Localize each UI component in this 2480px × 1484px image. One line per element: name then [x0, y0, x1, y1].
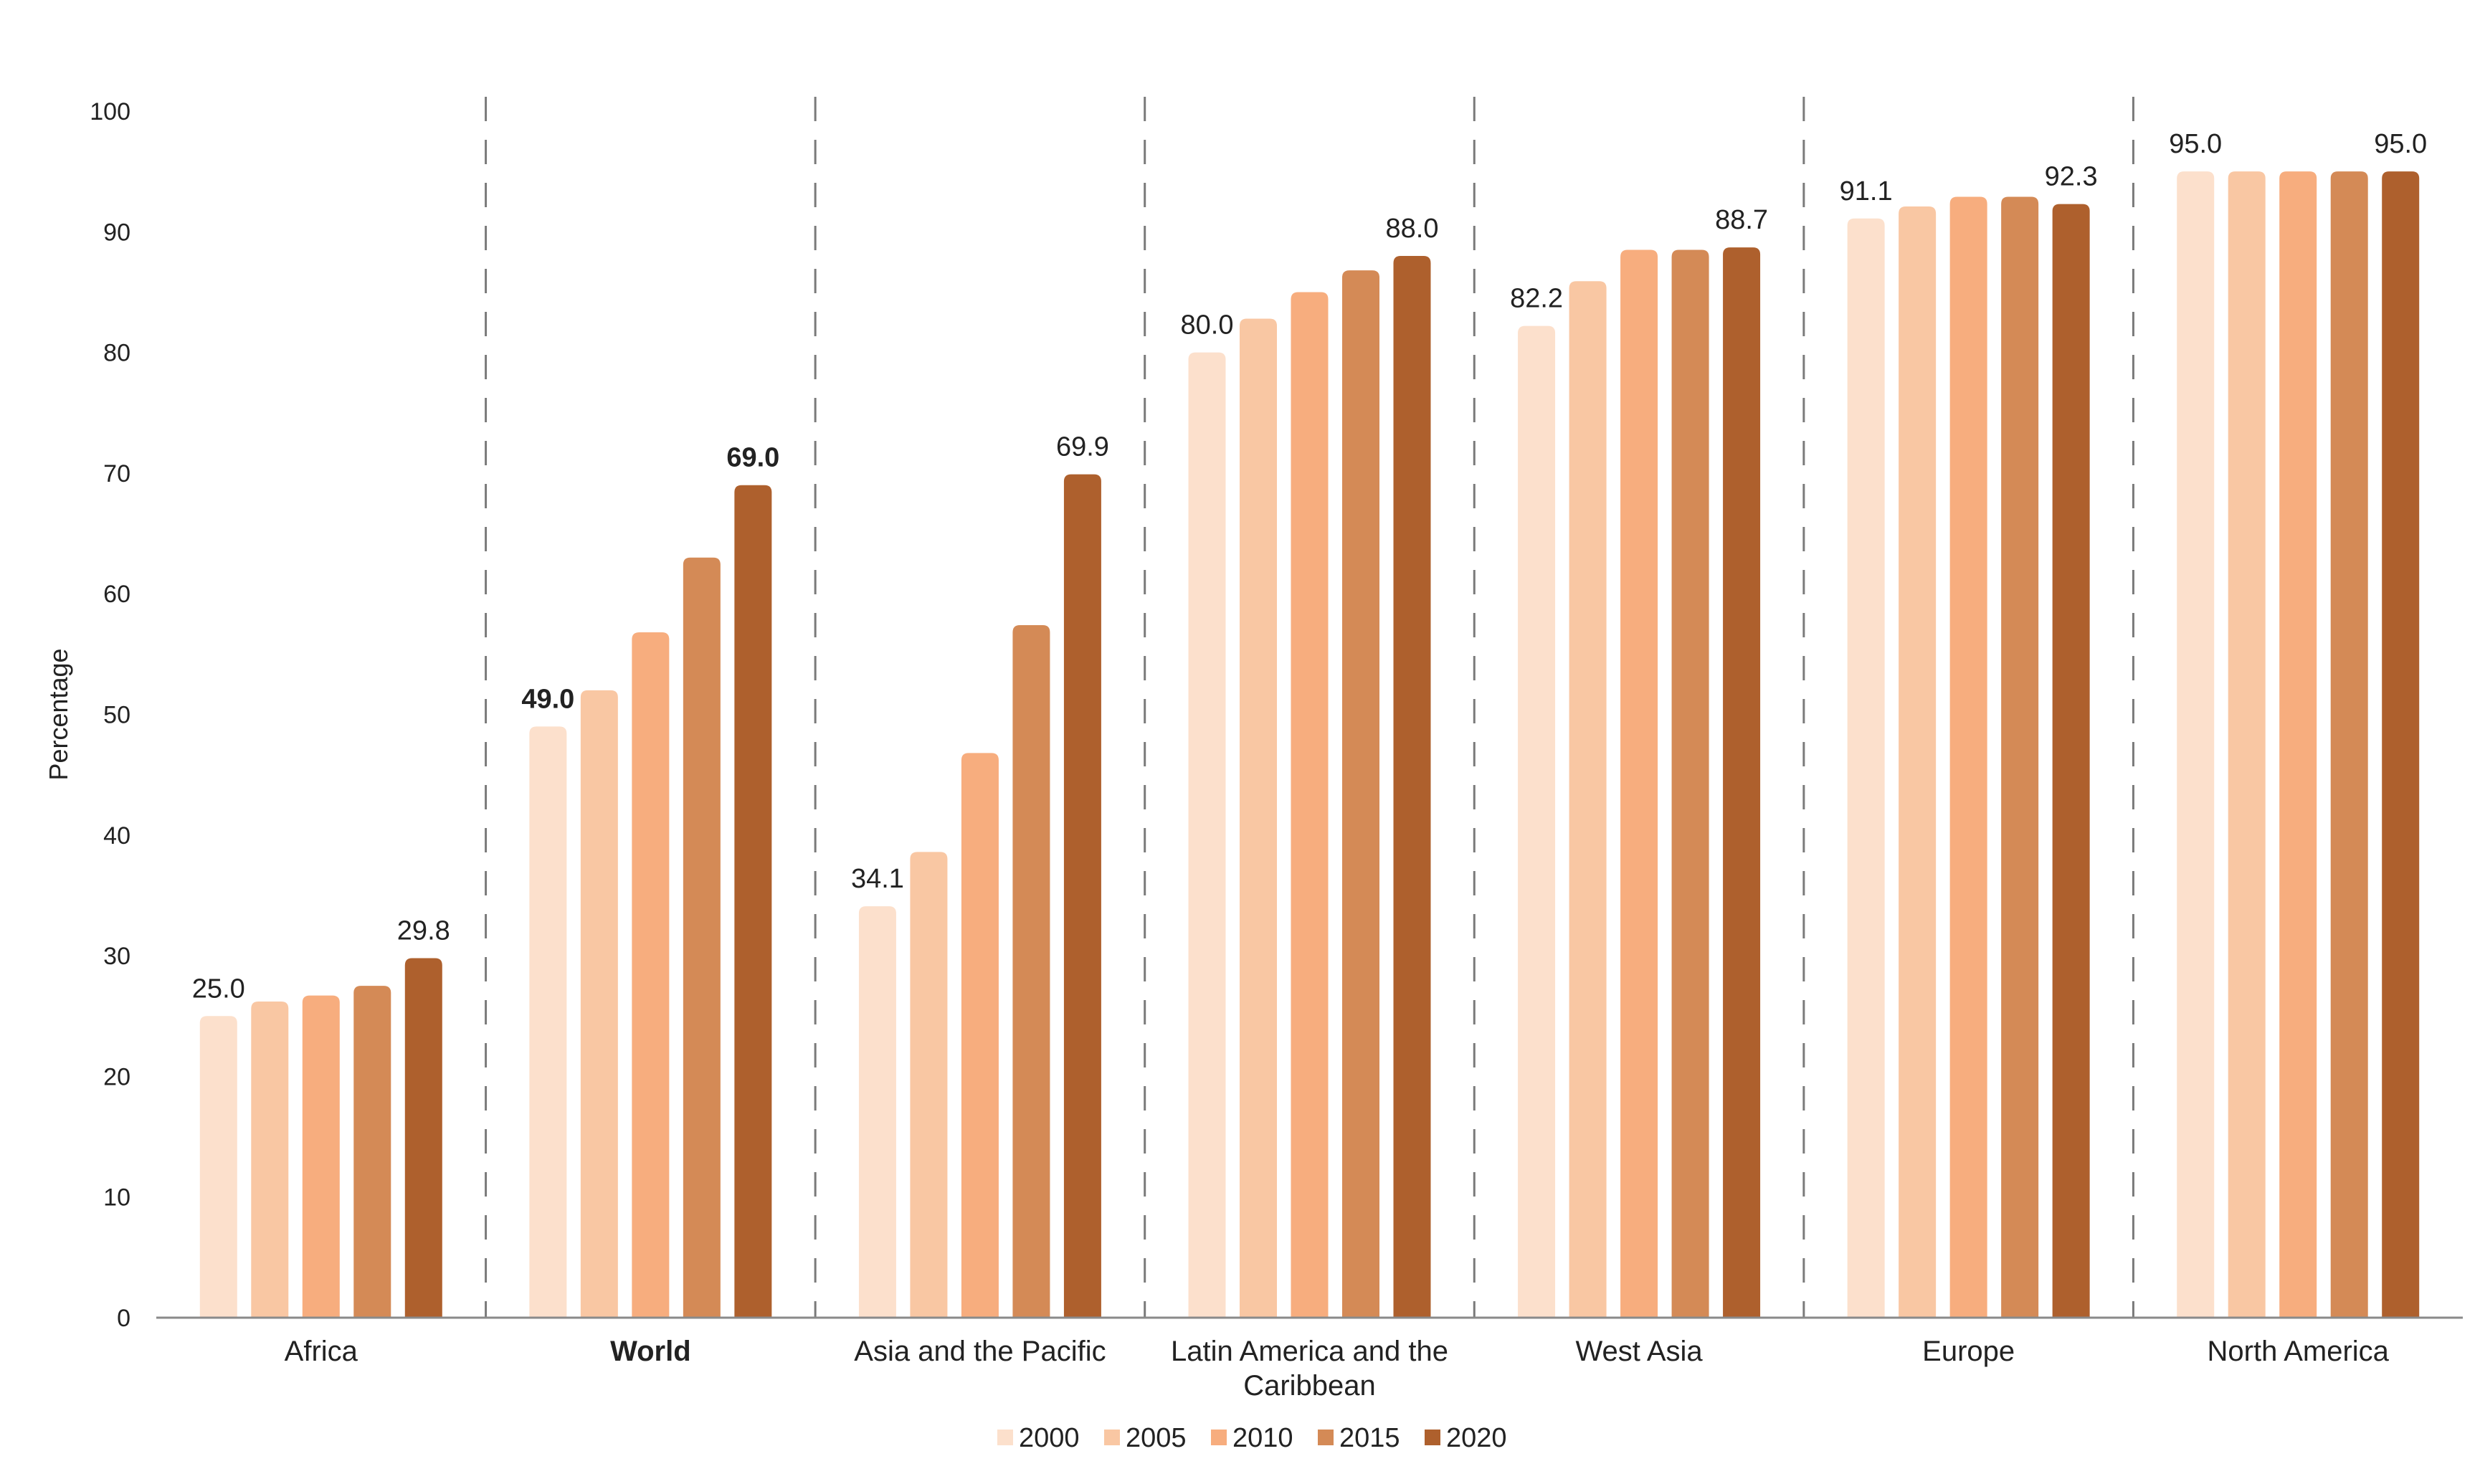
y-tick-label: 50 — [103, 702, 130, 729]
bar-2005-2 — [910, 852, 948, 1318]
y-tick-label: 10 — [103, 1184, 130, 1212]
bar-2005-0 — [251, 1002, 289, 1318]
legend-label: 2015 — [1339, 1423, 1400, 1453]
data-label: 69.0 — [726, 443, 779, 473]
legend-swatch — [1104, 1430, 1120, 1445]
y-tick-label: 70 — [103, 460, 130, 487]
bar-2005-6 — [2228, 171, 2266, 1318]
category-label: North America — [2208, 1336, 2390, 1367]
x-axis: Africa World Asia and the Pacific Latin Ame… — [156, 1316, 2463, 1402]
bar-2010-3 — [1291, 292, 1329, 1318]
bar-2005-5 — [1899, 206, 1937, 1318]
legend-swatch — [997, 1430, 1013, 1445]
data-label: 82.2 — [1510, 284, 1563, 314]
data-label: 91.1 — [1840, 176, 1893, 206]
bar-2000-5 — [1847, 218, 1885, 1318]
legend-swatch — [1211, 1430, 1227, 1445]
bar-2010-1 — [632, 632, 670, 1318]
legend-label: 2010 — [1232, 1423, 1293, 1453]
bar-2010-6 — [2279, 171, 2317, 1318]
bar-2010-4 — [1620, 249, 1658, 1318]
data-label: 34.1 — [851, 864, 904, 894]
bar-2000-1 — [529, 726, 567, 1318]
bar-2020-2 — [1063, 474, 1101, 1318]
bar-2015-2 — [1012, 624, 1050, 1318]
data-label: 88.7 — [1715, 205, 1768, 235]
data-label: 25.0 — [192, 974, 245, 1004]
y-tick-label: 100 — [90, 98, 130, 125]
category-label: Asia and the Pacific — [854, 1336, 1106, 1367]
y-tick-label: 80 — [103, 340, 130, 367]
bar-2020-4 — [1723, 247, 1761, 1318]
bars — [199, 171, 2420, 1318]
bar-2010-5 — [1949, 196, 1987, 1318]
legend: 2000 2005 2010 2015 2020 — [997, 1423, 1507, 1453]
legend-swatch — [1425, 1430, 1440, 1445]
data-label: 95.0 — [2374, 129, 2427, 159]
bar-2000-0 — [199, 1016, 237, 1318]
data-label: 29.8 — [397, 915, 450, 946]
legend-label: 2005 — [1126, 1423, 1187, 1453]
bar-2000-6 — [2177, 171, 2215, 1318]
y-tick-label: 90 — [103, 219, 130, 246]
y-axis: 0 10 20 30 40 50 60 70 80 90 100 Percentage — [44, 98, 130, 1332]
legend-label: 2020 — [1446, 1423, 1507, 1453]
y-axis-title: Percentage — [44, 648, 73, 780]
legend-label: 2000 — [1019, 1423, 1080, 1453]
bar-2000-4 — [1518, 325, 1556, 1318]
bar-2020-6 — [2382, 171, 2420, 1318]
data-label: 92.3 — [2045, 162, 2098, 192]
bar-2015-5 — [2001, 196, 2039, 1318]
bar-2015-1 — [683, 557, 721, 1318]
category-label: Africa — [285, 1336, 358, 1367]
category-label: Latin America and the Caribbean — [1171, 1336, 1448, 1402]
y-tick-label: 60 — [103, 581, 130, 608]
bar-2015-0 — [353, 986, 391, 1318]
bar-2020-3 — [1393, 255, 1431, 1318]
y-tick-label: 40 — [103, 822, 130, 850]
data-labels: 25.0 29.8 49.0 69.0 34.1 69.9 80.0 88.0 82.2 88.7… — [192, 129, 2427, 1004]
data-label: 69.9 — [1056, 432, 1109, 462]
y-tick-label: 20 — [103, 1063, 130, 1090]
bar-2020-5 — [2052, 204, 2090, 1318]
bar-2000-3 — [1188, 352, 1226, 1318]
category-label: World — [610, 1336, 691, 1367]
legend-swatch — [1318, 1430, 1334, 1445]
category-separators — [485, 97, 2134, 1318]
bar-2005-3 — [1240, 318, 1277, 1318]
category-label: West Asia — [1576, 1336, 1704, 1367]
bar-2020-1 — [734, 485, 772, 1318]
bar-2005-4 — [1569, 281, 1607, 1318]
bar-2005-1 — [580, 690, 618, 1318]
bar-2020-0 — [404, 958, 442, 1318]
bar-2000-2 — [858, 906, 896, 1318]
bar-2015-6 — [2330, 171, 2368, 1318]
bar-2015-4 — [1671, 249, 1709, 1318]
data-label: 88.0 — [1386, 214, 1439, 244]
data-label: 95.0 — [2169, 129, 2222, 159]
y-tick-label: 30 — [103, 943, 130, 970]
bar-2010-2 — [961, 753, 999, 1318]
category-label: Europe — [1922, 1336, 2015, 1367]
bar-2015-3 — [1342, 270, 1379, 1318]
y-tick-label: 0 — [117, 1305, 130, 1332]
data-label: 49.0 — [521, 684, 574, 714]
data-label: 80.0 — [1181, 310, 1234, 341]
bar-2010-0 — [302, 995, 340, 1318]
